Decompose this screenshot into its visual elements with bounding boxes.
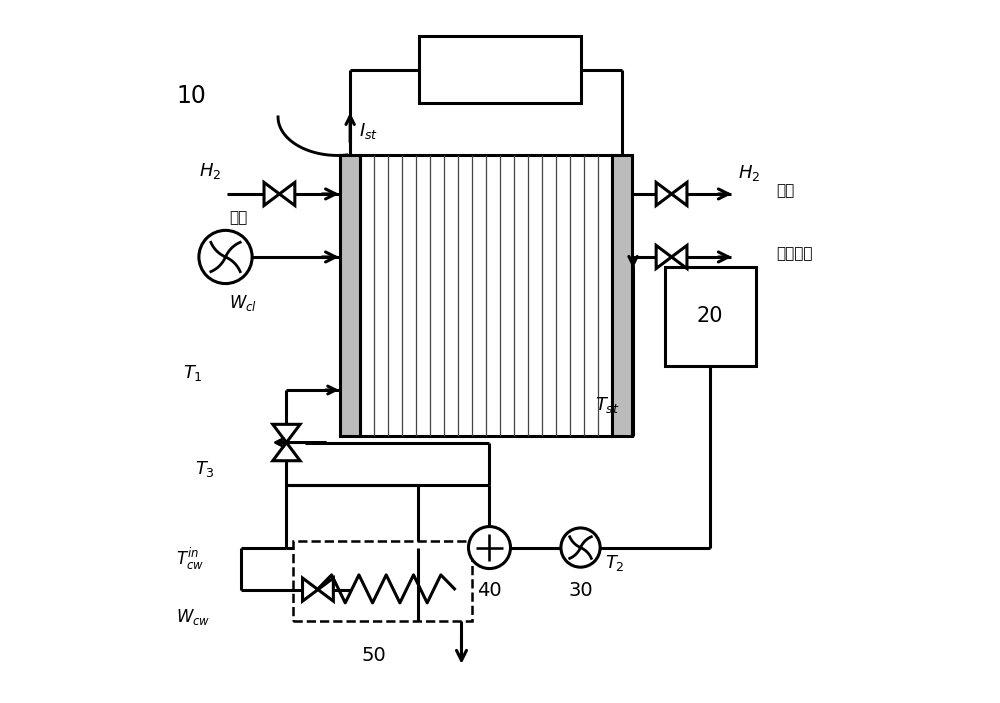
Circle shape: [561, 528, 600, 567]
Polygon shape: [279, 182, 295, 205]
Polygon shape: [656, 182, 672, 205]
Text: $T_3$: $T_3$: [195, 459, 215, 479]
Text: 空气排出: 空气排出: [777, 246, 813, 261]
Text: $W_{cl}$: $W_{cl}$: [229, 293, 257, 314]
Text: 10: 10: [176, 84, 206, 108]
Circle shape: [199, 231, 252, 283]
Text: 30: 30: [568, 581, 593, 600]
Text: $H_2$: $H_2$: [199, 162, 221, 181]
Text: 空气: 空气: [229, 210, 247, 226]
Circle shape: [468, 527, 511, 569]
Polygon shape: [264, 182, 279, 205]
Polygon shape: [656, 245, 672, 269]
Polygon shape: [672, 182, 687, 205]
Text: $T_2$: $T_2$: [605, 553, 625, 573]
Text: $T_1$: $T_1$: [183, 363, 202, 383]
Bar: [360, 155, 612, 436]
Text: $T_{st}$: $T_{st}$: [595, 394, 619, 415]
Bar: [419, 37, 581, 103]
Bar: [340, 155, 360, 436]
Polygon shape: [273, 442, 300, 460]
Text: 净化: 净化: [777, 183, 795, 198]
Bar: [665, 267, 756, 366]
Polygon shape: [273, 425, 300, 442]
Polygon shape: [672, 245, 687, 269]
Polygon shape: [318, 578, 333, 601]
Text: 40: 40: [477, 581, 502, 600]
Bar: [293, 541, 472, 621]
Text: $I_{st}$: $I_{st}$: [359, 122, 378, 141]
Bar: [612, 155, 632, 436]
Polygon shape: [303, 578, 318, 601]
Text: 20: 20: [697, 307, 723, 326]
Text: 50: 50: [361, 645, 386, 664]
Text: $H_2$: $H_2$: [738, 163, 760, 183]
Text: $T_{cw}^{in}$: $T_{cw}^{in}$: [176, 546, 205, 572]
Text: $W_{cw}$: $W_{cw}$: [176, 607, 211, 627]
